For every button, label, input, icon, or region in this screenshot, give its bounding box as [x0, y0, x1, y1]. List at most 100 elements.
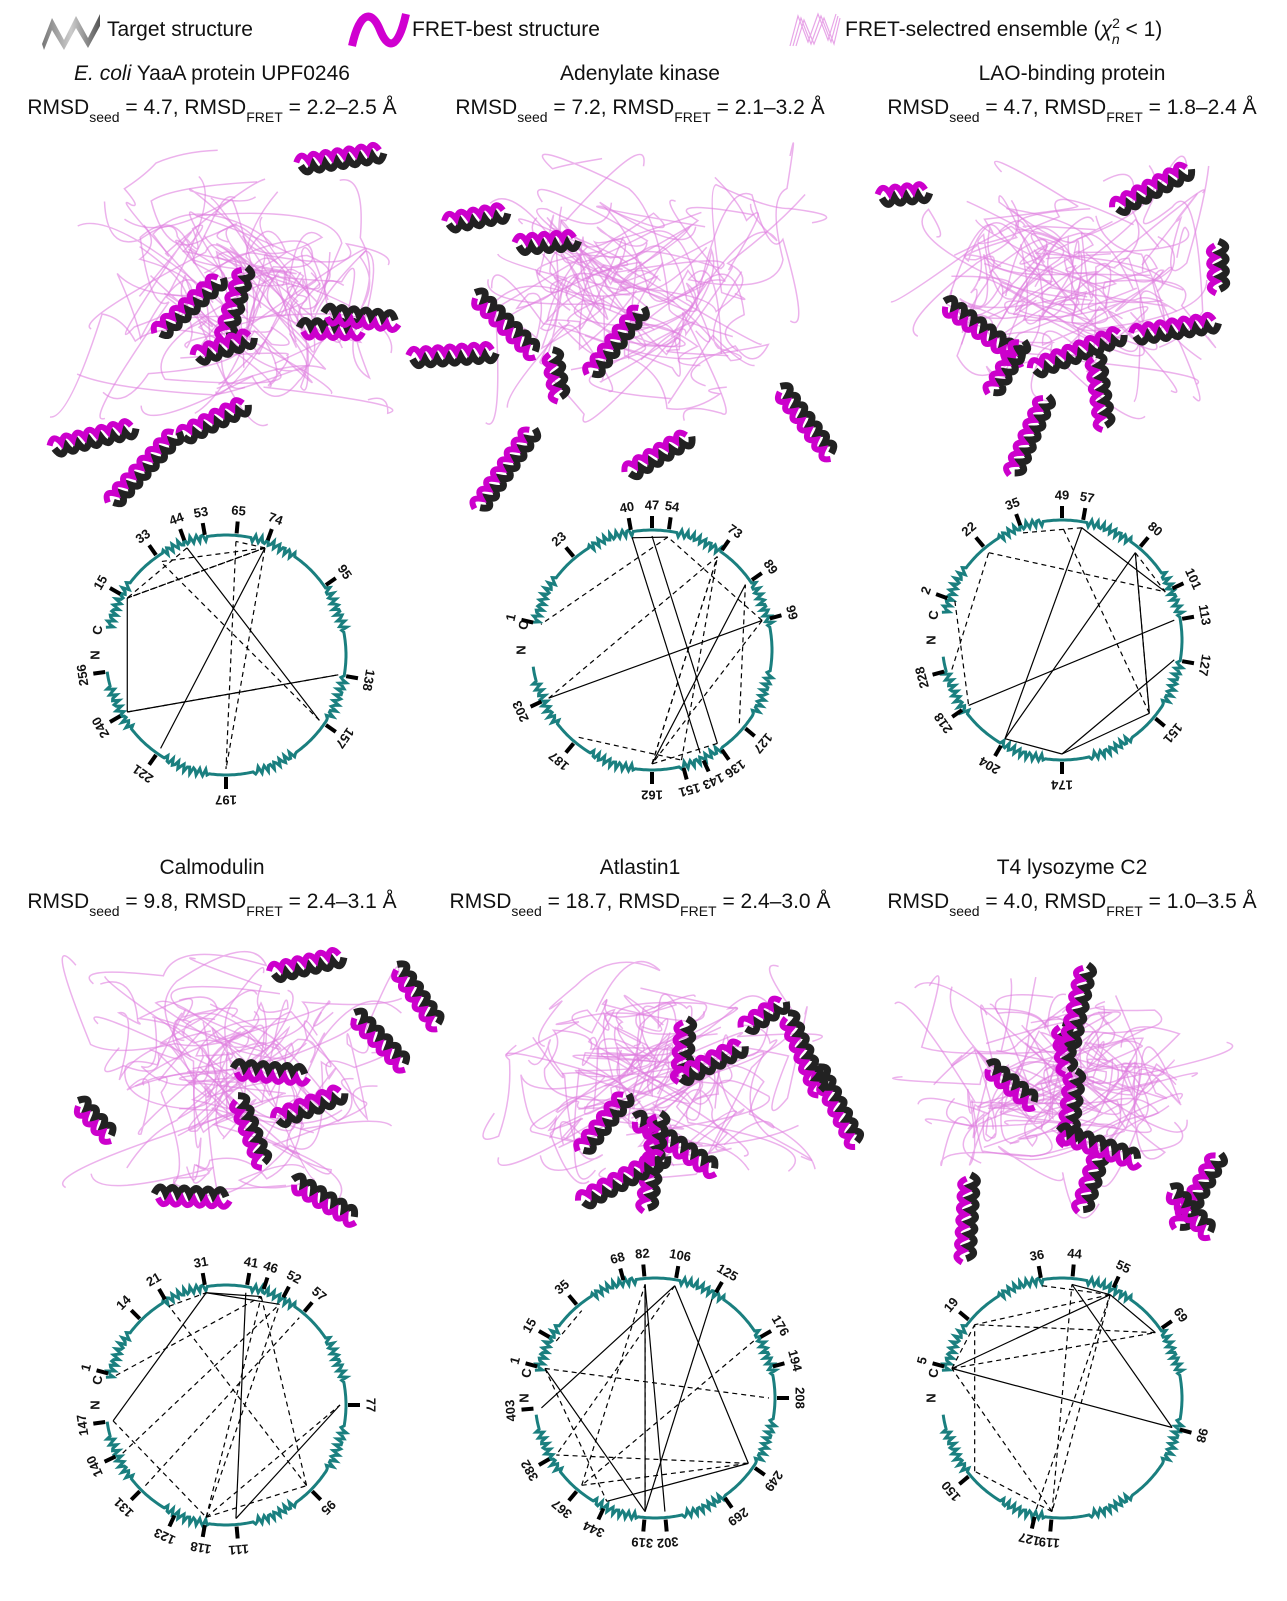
fret-pair-line [116, 1297, 261, 1376]
structure-image [408, 143, 839, 515]
fret-pair-line [226, 541, 236, 769]
residue-tick [725, 1498, 732, 1508]
fret-pair-line [206, 1304, 279, 1517]
residue-tick [1039, 1266, 1041, 1278]
residue-tick [959, 1312, 968, 1320]
residue-tick [684, 768, 687, 780]
text-part: RMSD [27, 96, 89, 119]
text-part: = 2.1–3.2 Å [711, 96, 825, 119]
panel-title: Adenylate kinase [560, 62, 720, 85]
text-part: RMSD [455, 96, 517, 119]
fret-pair-line [545, 1368, 607, 1501]
residue-label: 80 [1145, 518, 1166, 539]
rmsd-text: RMSDseed = 9.8, RMSDFRET = 2.4–3.1 Å [27, 890, 396, 919]
residue-tick [629, 518, 631, 530]
text-part: seed [89, 109, 119, 125]
residue-tick [995, 746, 1001, 756]
fret-pair-line [645, 1284, 665, 1511]
residue-tick [1182, 661, 1194, 663]
residue-tick [203, 1525, 205, 1537]
legend-icon-best [352, 14, 406, 46]
residue-label: 218 [931, 710, 956, 736]
fret-pair-line [541, 537, 668, 624]
text-part: FRET [680, 903, 717, 919]
helix [389, 960, 446, 1032]
residue-label: 95 [318, 1497, 339, 1518]
helix [288, 1173, 362, 1227]
residue-tick [326, 578, 336, 585]
helix [956, 1174, 978, 1263]
residue-label: 118 [189, 1539, 212, 1557]
residue-label: 127 [1017, 1530, 1042, 1549]
text-part: Atlastin1 [600, 856, 681, 879]
fret-pair-line [975, 1325, 1156, 1333]
text-part: RMSD [887, 890, 949, 913]
helix-best [303, 331, 363, 338]
residue-tick [326, 725, 336, 732]
helix-target [966, 1175, 977, 1259]
residue-label: 174 [1050, 778, 1072, 793]
rmsd-text: RMSDseed = 7.2, RMSDFRET = 2.1–3.2 Å [455, 96, 824, 125]
helix [443, 204, 509, 232]
residue-label: 113 [1196, 603, 1214, 626]
terminus-label: C [925, 608, 942, 621]
text-part: Calmodulin [159, 856, 264, 879]
residue-label: 44 [1067, 1245, 1083, 1261]
text-part: = 4.7, RMSD [980, 96, 1107, 119]
legend-icon-target [42, 14, 100, 50]
sequence-circle [532, 530, 773, 771]
structure-image [893, 963, 1233, 1263]
residue-tick [722, 540, 729, 550]
residue-label: 95 [335, 562, 356, 582]
rmsd-text: RMSDseed = 4.0, RMSDFRET = 1.0–3.5 Å [887, 890, 1256, 919]
residue-label: 208 [793, 1387, 808, 1409]
residue-tick [666, 1520, 667, 1532]
residue-label: 302 [656, 1534, 679, 1551]
residue-label: 49 [1055, 487, 1069, 502]
helix-target [324, 306, 396, 321]
residue-label: 99 [783, 603, 801, 621]
fret-pair-line [1036, 1295, 1110, 1509]
text-part: FRET-best structure [412, 18, 600, 41]
structure-image [62, 948, 446, 1228]
residue-label: 23 [548, 528, 569, 549]
residue-label: 256 [73, 663, 91, 687]
residue-label: 46 [262, 1258, 280, 1277]
fret-pair-line [549, 557, 718, 699]
page: { "legend": [ [{"text": "Target structur… [0, 0, 1287, 1601]
residue-label: 77 [364, 1398, 379, 1412]
residue-label: 52 [284, 1267, 304, 1287]
residue-label: 344 [580, 1518, 607, 1541]
text-part: n [1112, 31, 1120, 47]
text-part: RMSD [27, 890, 89, 913]
residue-tick [566, 743, 574, 752]
text-part: Target structure [107, 18, 253, 41]
terminus-label: N [923, 1393, 938, 1402]
residue-label: 65 [231, 502, 247, 518]
helix-target [480, 429, 541, 512]
fret-pair-line [236, 541, 265, 547]
fret-pair-line [652, 536, 717, 743]
text-part: = 2.2–2.5 Å [283, 96, 397, 119]
residue-tick [131, 1491, 139, 1499]
fret-pair-line [226, 548, 265, 769]
text-part: FRET-selectred ensemble ( [845, 18, 1101, 41]
helix [295, 143, 385, 173]
helix [347, 1008, 412, 1074]
fret-pair-line [261, 1297, 306, 1486]
text-part: Adenylate kinase [560, 62, 720, 85]
residue-tick [755, 1468, 765, 1475]
residue-label: 136 [722, 757, 748, 782]
residue-label: 82 [635, 1245, 651, 1261]
helix-best [1087, 359, 1102, 431]
helix [176, 396, 252, 445]
residue-label: 73 [725, 521, 745, 542]
sequence-circle [942, 520, 1183, 761]
residue-tick [1162, 1321, 1172, 1328]
terminus-label: C [925, 1366, 942, 1379]
fret-pair-line [582, 1284, 645, 1485]
fret-pair-line [582, 1463, 749, 1485]
text-part: seed [949, 903, 979, 919]
residue-label: 44 [167, 509, 186, 528]
helix [543, 348, 569, 402]
